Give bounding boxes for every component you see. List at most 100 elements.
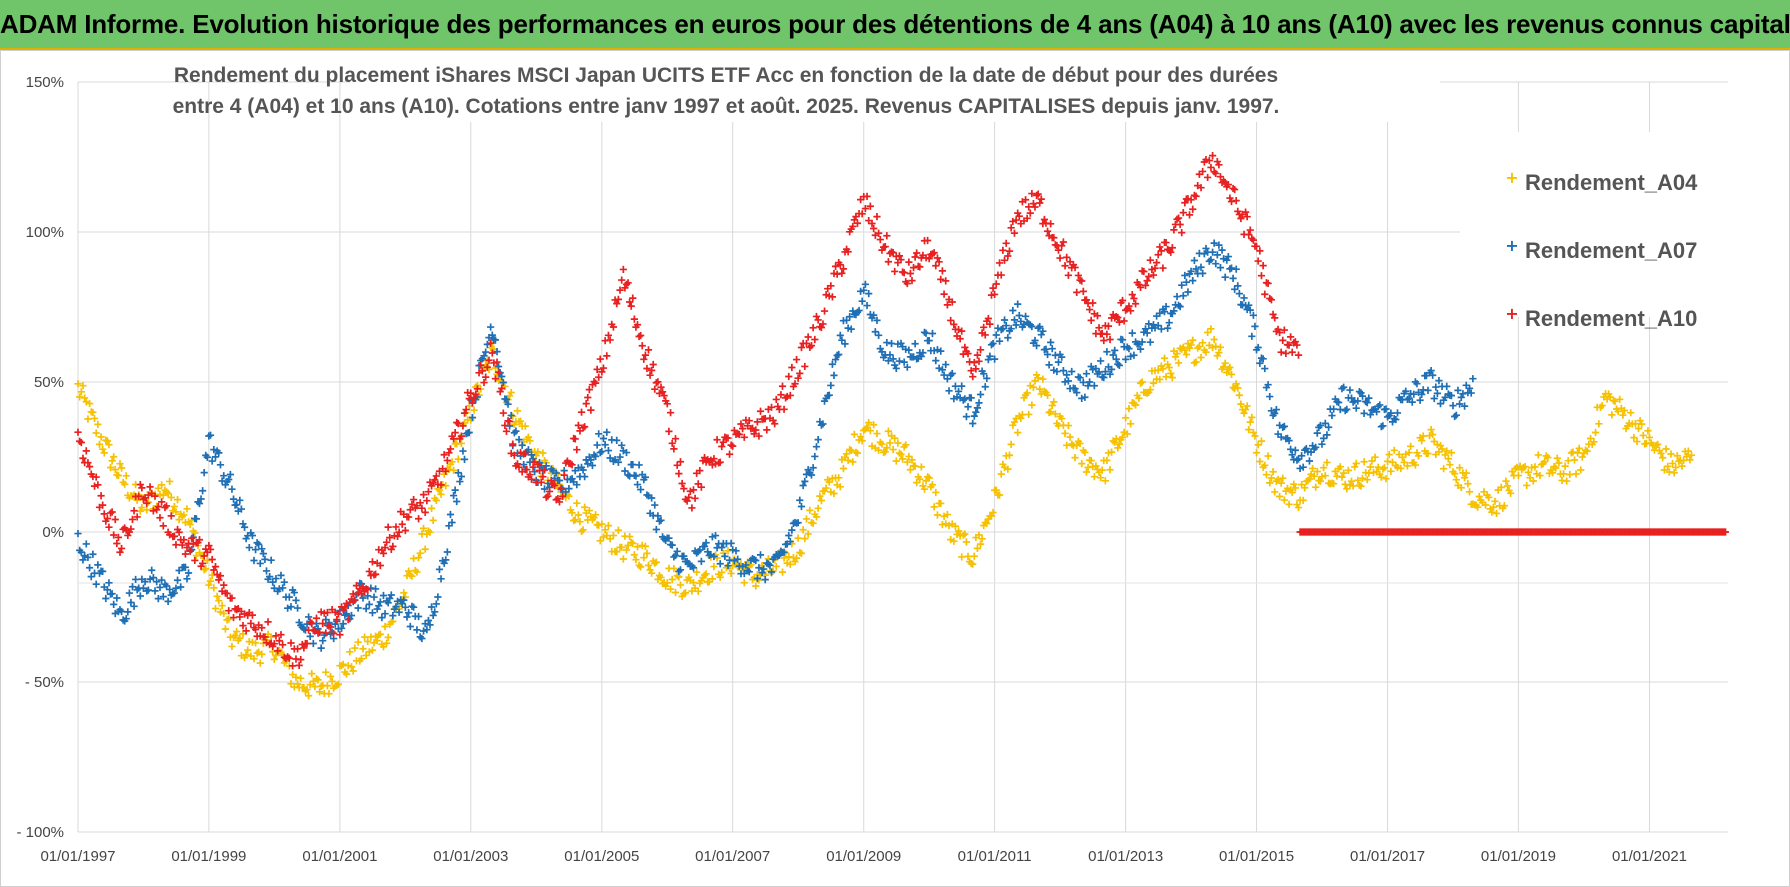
- marker-rendement-a07: [1073, 389, 1081, 397]
- marker-rendement-a04: [354, 638, 362, 646]
- marker-rendement-a10: [970, 358, 978, 367]
- marker-rendement-a04: [817, 496, 825, 505]
- marker-rendement-a10: [534, 460, 542, 469]
- marker-rendement-a04: [121, 480, 129, 488]
- marker-rendement-a04: [579, 526, 587, 534]
- marker-rendement-a10: [279, 641, 287, 649]
- marker-rendement-a04: [1098, 466, 1106, 474]
- marker-rendement-a04: [1371, 453, 1379, 461]
- marker-rendement-a07: [838, 336, 846, 344]
- marker-rendement-a04: [1684, 447, 1692, 455]
- marker-rendement-a07: [1469, 375, 1477, 383]
- marker-rendement-a10: [1280, 326, 1288, 334]
- marker-rendement-a04: [1451, 470, 1459, 478]
- marker-rendement-a07: [1358, 392, 1367, 400]
- marker-rendement-a10: [1156, 243, 1164, 251]
- marker-rendement-a10: [727, 441, 735, 449]
- marker-rendement-a04: [1418, 437, 1426, 445]
- marker-rendement-a10: [1082, 296, 1091, 304]
- marker-rendement-a07: [1312, 443, 1320, 451]
- marker-rendement-a07: [225, 475, 233, 484]
- marker-rendement-a10: [609, 323, 618, 331]
- marker-rendement-a07: [1156, 309, 1164, 317]
- marker-rendement-a04: [1090, 473, 1098, 481]
- marker-rendement-a04: [1146, 386, 1154, 394]
- marker-rendement-a04: [84, 415, 92, 423]
- marker-rendement-a07: [1037, 331, 1045, 339]
- marker-rendement-a04: [357, 655, 366, 663]
- marker-rendement-a04: [1047, 408, 1055, 416]
- marker-rendement-a10: [943, 301, 951, 309]
- marker-rendement-a04: [85, 399, 94, 408]
- marker-rendement-a10: [573, 446, 581, 454]
- marker-rendement-a10: [94, 481, 102, 489]
- marker-rendement-a07: [499, 378, 507, 387]
- marker-rendement-a04: [1215, 349, 1223, 357]
- marker-rendement-a07: [752, 556, 760, 565]
- marker-rendement-a10: [323, 608, 332, 617]
- marker-rendement-a07: [593, 441, 601, 449]
- marker-rendement-a07: [1145, 320, 1153, 328]
- marker-rendement-a07: [1410, 390, 1418, 398]
- marker-rendement-a04: [1561, 462, 1569, 470]
- marker-rendement-a10: [478, 367, 486, 375]
- marker-rendement-a04: [1304, 477, 1312, 485]
- marker-rendement-a07: [319, 637, 327, 645]
- marker-rendement-a07: [342, 610, 351, 618]
- marker-rendement-a04: [1190, 359, 1198, 367]
- marker-rendement-a04: [99, 445, 107, 453]
- marker-rendement-a10: [105, 523, 113, 531]
- marker-rendement-a07: [1457, 393, 1465, 402]
- marker-rendement-a04: [1187, 341, 1195, 349]
- marker-rendement-a10: [1031, 203, 1039, 211]
- marker-rendement-a10: [889, 248, 897, 257]
- marker-rendement-a07: [141, 578, 149, 586]
- marker-rendement-a04: [1114, 444, 1122, 452]
- marker-rendement-a07: [1127, 352, 1135, 360]
- marker-rendement-a10: [780, 405, 788, 413]
- marker-rendement-a10: [973, 351, 982, 359]
- marker-rendement-a04: [1291, 484, 1299, 492]
- marker-rendement-a07: [457, 472, 466, 481]
- marker-rendement-a04: [94, 420, 102, 428]
- marker-rendement-a10: [794, 374, 802, 382]
- marker-rendement-a04: [191, 529, 199, 537]
- marker-rendement-a04: [671, 588, 680, 597]
- marker-rendement-a07: [814, 436, 822, 444]
- marker-rendement-a10: [571, 435, 579, 443]
- marker-rendement-a10: [637, 331, 645, 340]
- marker-rendement-a04: [1374, 463, 1382, 471]
- marker-rendement-a04: [1235, 391, 1243, 399]
- marker-rendement-a07: [980, 370, 988, 378]
- marker-rendement-a04: [429, 516, 437, 524]
- marker-rendement-a04: [571, 516, 579, 524]
- marker-rendement-a10: [1170, 226, 1178, 234]
- marker-rendement-a04: [116, 460, 124, 468]
- marker-rendement-a04: [1058, 414, 1066, 423]
- marker-rendement-a04: [802, 515, 811, 523]
- marker-rendement-a07: [1118, 336, 1127, 344]
- marker-rendement-a07: [1338, 385, 1346, 393]
- marker-rendement-a04: [205, 581, 213, 589]
- marker-rendement-a04: [609, 531, 618, 540]
- marker-rendement-a04: [618, 543, 626, 551]
- marker-rendement-a04: [604, 522, 613, 530]
- marker-rendement-a07: [655, 517, 664, 525]
- marker-rendement-a07: [250, 556, 258, 565]
- marker-rendement-a07: [1125, 345, 1133, 353]
- marker-rendement-a04: [1542, 452, 1550, 460]
- marker-rendement-a07: [598, 447, 606, 456]
- marker-rendement-a04: [435, 486, 444, 494]
- marker-rendement-a07: [764, 560, 772, 568]
- marker-rendement-a04: [886, 439, 894, 447]
- marker-rendement-a10: [156, 514, 164, 522]
- marker-rendement-a04: [568, 509, 576, 517]
- marker-rendement-a04: [814, 504, 822, 512]
- marker-rendement-a07: [122, 615, 130, 623]
- marker-rendement-a04: [1514, 471, 1523, 480]
- marker-rendement-a07: [77, 548, 85, 556]
- marker-rendement-a07: [1047, 338, 1055, 346]
- marker-rendement-a10: [689, 486, 698, 494]
- marker-rendement-a04: [1485, 493, 1493, 501]
- marker-rendement-a04: [1051, 410, 1059, 418]
